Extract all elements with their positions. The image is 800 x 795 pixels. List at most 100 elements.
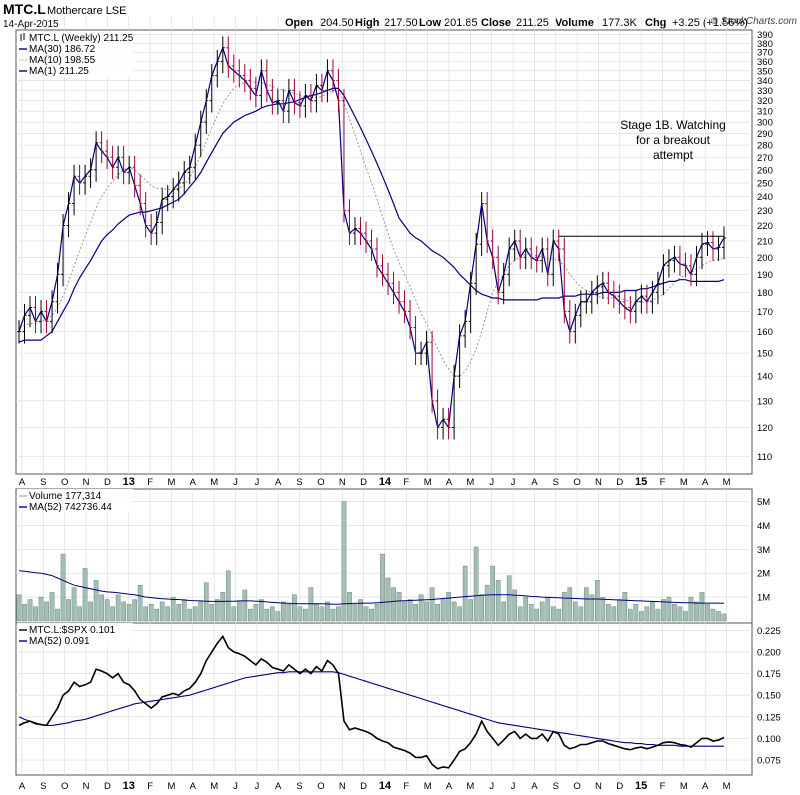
price-bar [358, 217, 363, 246]
ratio-tick-label: 0.150 [757, 691, 781, 702]
volume-bar [517, 606, 523, 622]
volume-bar [424, 601, 429, 622]
volume-bar [572, 601, 578, 622]
price-bar [325, 59, 330, 103]
volume-bar [236, 601, 242, 622]
price-bar [606, 271, 611, 305]
price-bar [474, 232, 479, 296]
price-bar [231, 54, 236, 83]
price-bar [694, 245, 699, 287]
price-bar [512, 229, 517, 261]
ratio-tick-label: 0.200 [757, 647, 781, 658]
volume-bar [347, 592, 352, 622]
ratio-tick-label: 0.125 [757, 712, 781, 723]
x-axis-label: N [339, 781, 346, 792]
price-grid [16, 16, 752, 474]
price-bar [501, 262, 506, 305]
price-bar [264, 59, 269, 103]
close-value: 211.25 [516, 17, 549, 29]
price-bar [375, 237, 380, 278]
price-tick-label: 220 [757, 221, 773, 232]
volume-bar [589, 594, 595, 622]
price-bar [677, 245, 682, 276]
x-axis-label: J [489, 781, 494, 792]
volume-bar [115, 594, 121, 622]
x-axis-label: N [595, 477, 602, 488]
price-bar [308, 84, 313, 113]
volume-bar [336, 606, 341, 622]
volume-bar [264, 608, 270, 622]
volume-bar [49, 592, 55, 622]
volume-bar [325, 601, 330, 622]
price-tick-label: 290 [757, 129, 773, 140]
price-tick-label: 230 [757, 206, 773, 217]
price-bar [171, 178, 176, 209]
price-tick-label: 260 [757, 165, 773, 176]
volume-bar [396, 592, 402, 622]
volume-bar [550, 606, 556, 622]
price-bar [105, 139, 110, 170]
volume-bar [628, 608, 633, 622]
volume-bar [578, 606, 584, 622]
price-bar [518, 229, 523, 270]
price-tick-label: 330 [757, 86, 773, 97]
x-axis-label: O [573, 477, 580, 488]
volume-bar [617, 599, 622, 622]
price-bar [165, 185, 170, 212]
volume-bar [699, 592, 705, 622]
x-axis-label: M [167, 477, 175, 488]
volume-bar [462, 565, 468, 622]
price-bar [160, 187, 165, 235]
price-bar [611, 280, 616, 308]
volume-bar [556, 608, 562, 622]
volume-bar [440, 599, 446, 622]
price-bar [650, 280, 655, 314]
volume-bar [319, 606, 325, 622]
legend-label: Volume 177,314 [29, 491, 102, 502]
volume-bar [132, 599, 137, 622]
x-axis-label: M [167, 781, 175, 792]
volume-bar [181, 599, 187, 622]
volume-bar [358, 599, 363, 622]
price-bar [270, 78, 275, 115]
x-axis-label: D [360, 477, 367, 488]
chg-label: Chg [645, 17, 666, 29]
volume-bar [259, 599, 264, 622]
price-bar [215, 49, 220, 88]
price-bar [430, 330, 435, 413]
volume-bar [247, 608, 253, 622]
price-bar [446, 407, 451, 440]
legend-label: MA(52) 0.091 [29, 636, 90, 647]
price-bar [330, 59, 335, 93]
volume-bar [22, 604, 27, 622]
x-axis-label: A [19, 477, 26, 488]
x-axis-label: J [254, 781, 259, 792]
volume-bar [639, 611, 644, 622]
volume-bar [16, 594, 22, 622]
volume-bar [270, 606, 275, 622]
x-axis-label: O [317, 477, 324, 488]
legend-bg [17, 489, 133, 513]
volume-bar [457, 606, 462, 622]
price-bar [132, 155, 137, 198]
price-bar [485, 192, 490, 253]
volume-bar [165, 606, 171, 622]
price-bar [143, 192, 148, 238]
x-axis-label: F [147, 781, 153, 792]
volume-bar [385, 577, 391, 622]
volume-bar [330, 608, 336, 622]
price-bar [154, 211, 159, 246]
volume-bar [380, 553, 385, 622]
x-axis-label: F [403, 781, 409, 792]
x-axis-label: N [339, 477, 346, 488]
price-bar [83, 164, 88, 195]
high-value: 217.50 [384, 17, 418, 29]
price-bar [672, 245, 677, 273]
volume-bar [214, 599, 220, 622]
x-axis-label: F [403, 477, 409, 488]
price-tick-label: 110 [757, 452, 772, 463]
x-axis-label: 15 [635, 476, 647, 488]
x-axis-label: A [19, 781, 26, 792]
x-axis-label: M [210, 781, 218, 792]
